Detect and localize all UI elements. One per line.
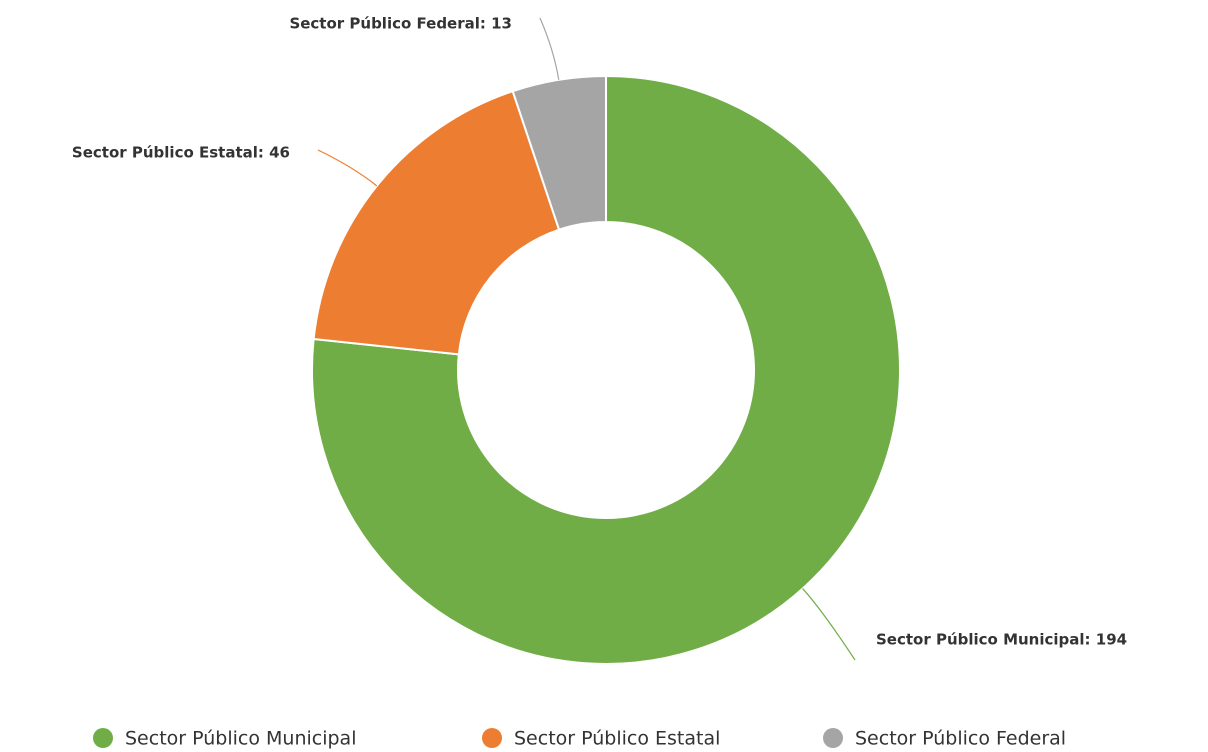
legend-marker <box>93 728 113 748</box>
data-label: Sector Público Federal: 13 <box>289 15 512 33</box>
leader-line <box>539 17 560 80</box>
legend-label: Sector Público Federal <box>855 728 1066 750</box>
legend-marker <box>482 728 502 748</box>
donut-slice <box>311 74 901 665</box>
data-label: Sector Público Municipal: 194 <box>876 631 1127 649</box>
legend-label: Sector Público Estatal <box>514 728 720 750</box>
leader-line <box>317 149 378 187</box>
leader-line <box>802 588 856 661</box>
donut-slice <box>511 74 607 231</box>
data-label: Sector Público Estatal: 46 <box>72 144 290 162</box>
legend-marker <box>823 728 843 748</box>
donut-slice <box>312 89 561 356</box>
legend-label: Sector Público Municipal <box>125 728 356 750</box>
